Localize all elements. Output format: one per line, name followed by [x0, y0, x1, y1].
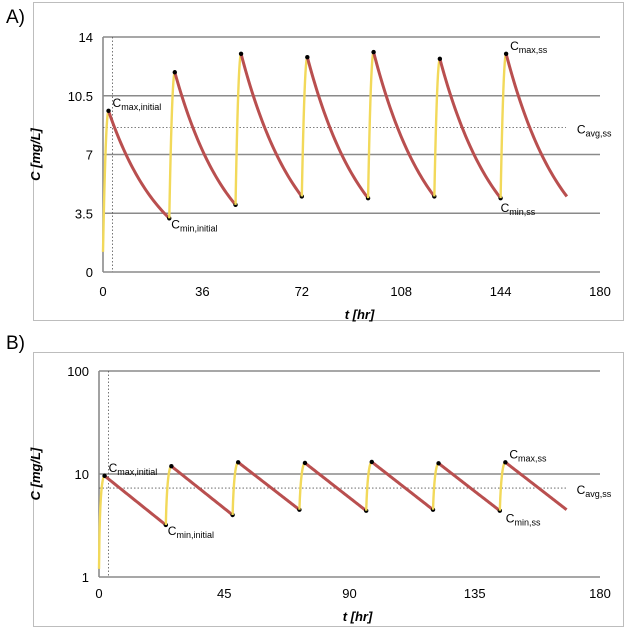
annotation-main: C: [113, 96, 122, 110]
elimination-segment: [504, 53, 569, 198]
annotation-sub: max,initial: [121, 102, 161, 112]
annotation-max-initial: Cmax,initial: [109, 461, 158, 477]
annotation-max-ss: Cmax,ss: [509, 447, 547, 463]
elimination-segment: [372, 51, 436, 198]
absorption-segment: [300, 56, 309, 197]
annotation-min-initial: Cmin,initial: [168, 524, 214, 540]
panel-label: B): [6, 333, 25, 354]
annotation-min-initial: Cmin,initial: [171, 217, 217, 233]
annotation-sub: avg,ss: [586, 129, 613, 139]
annotation-sub: min,initial: [176, 530, 214, 540]
annotation-main: C: [577, 123, 586, 137]
annotation-main: C: [506, 512, 515, 526]
annotation-avg-ss: Cavg,ss: [577, 483, 612, 499]
x-tick-label: 180: [589, 284, 611, 299]
chart-a-frame: [33, 2, 624, 321]
x-tick-label: 0: [99, 284, 106, 299]
peak-point: [102, 473, 107, 479]
x-axis-title: t [hr]: [343, 609, 373, 624]
absorption-segment: [168, 71, 176, 219]
peak-point: [436, 461, 441, 466]
absorption-segment: [234, 53, 243, 205]
peak-point: [371, 49, 376, 55]
x-tick-label: 45: [217, 586, 231, 601]
peak-point: [235, 460, 241, 465]
annotation-max-ss: Cmax,ss: [510, 39, 548, 55]
absorption-segment: [366, 51, 375, 199]
annotation-main: C: [109, 461, 118, 475]
annotation-sub: max,ss: [518, 453, 547, 463]
x-axis-title: t [hr]: [345, 307, 375, 322]
chart-a: A) 0 3.5 7 10.5 14 0 36 72 108 144 180 t [hr] C [mg/L…: [6, 7, 612, 322]
annotation-sub: max,ss: [519, 45, 548, 55]
peak-point: [106, 108, 111, 114]
annotation-min-ss: Cmin,ss: [506, 512, 541, 528]
peak-point: [369, 459, 374, 465]
peak-point: [305, 54, 310, 60]
y-tick-label: 100: [67, 364, 89, 379]
absorption-segment: [499, 53, 508, 199]
annotation-main: C: [510, 39, 519, 53]
y-tick-label: 0: [86, 265, 93, 280]
y-tick-label: 10: [75, 467, 89, 482]
x-tick-label: 90: [342, 586, 356, 601]
chart-b: B) 1 10 100 0 45 90 135 180 t [hr] C [mg/L] Cmax,in…: [6, 333, 612, 624]
x-tick-label: 72: [295, 284, 309, 299]
peak-point: [437, 56, 443, 62]
elimination-segment: [103, 474, 167, 527]
annotation-min-ss: Cmin,ss: [501, 201, 536, 217]
elimination-segment: [173, 71, 237, 206]
elimination-segment: [305, 56, 370, 200]
annotation-sub: max,initial: [117, 467, 157, 477]
annotation-avg-ss: Cavg,ss: [577, 123, 612, 139]
y-axis-title: C [mg/L]: [28, 127, 43, 180]
annotation-max-initial: Cmax,initial: [113, 96, 162, 112]
y-axis-title: C [mg/L]: [28, 447, 43, 500]
peak-point: [302, 460, 308, 466]
elimination-segment: [304, 461, 368, 512]
elimination-segment: [438, 58, 502, 200]
peak-point: [503, 460, 508, 465]
y-tick-label: 3.5: [75, 206, 93, 221]
chart-b-frame: [33, 352, 624, 627]
y-tick-label: 10.5: [68, 89, 93, 104]
elimination-segment: [239, 53, 304, 198]
annotation-main: C: [577, 483, 586, 497]
x-tick-label: 0: [95, 586, 102, 601]
peak-point: [172, 70, 177, 75]
elimination-segment: [504, 461, 568, 511]
x-tick-label: 108: [390, 284, 412, 299]
elimination-segment: [107, 110, 171, 220]
peak-point: [169, 464, 174, 469]
x-tick-label: 180: [589, 586, 611, 601]
x-tick-label: 144: [490, 284, 512, 299]
annotation-sub: avg,ss: [585, 489, 612, 499]
absorption-segment: [101, 110, 110, 252]
y-tick-label: 1: [82, 570, 89, 585]
elimination-segment: [370, 460, 434, 511]
peak-point: [503, 51, 509, 56]
annotation-main: C: [509, 447, 518, 461]
x-tick-label: 135: [464, 586, 486, 601]
y-tick-label: 7: [86, 148, 93, 163]
annotation-main: C: [171, 217, 180, 231]
absorption-segment: [433, 58, 441, 197]
annotation-sub: min,initial: [180, 223, 218, 233]
y-tick-label: 14: [79, 30, 93, 45]
annotation-main: C: [501, 201, 510, 215]
annotation-main: C: [168, 524, 177, 538]
annotation-sub: min,ss: [509, 207, 536, 217]
peak-point: [238, 51, 244, 56]
annotation-sub: min,ss: [514, 518, 541, 528]
elimination-segment: [437, 462, 501, 512]
x-tick-label: 36: [195, 284, 209, 299]
elimination-segment: [170, 465, 234, 517]
elimination-segment: [237, 461, 301, 511]
panel-label: A): [6, 7, 25, 28]
